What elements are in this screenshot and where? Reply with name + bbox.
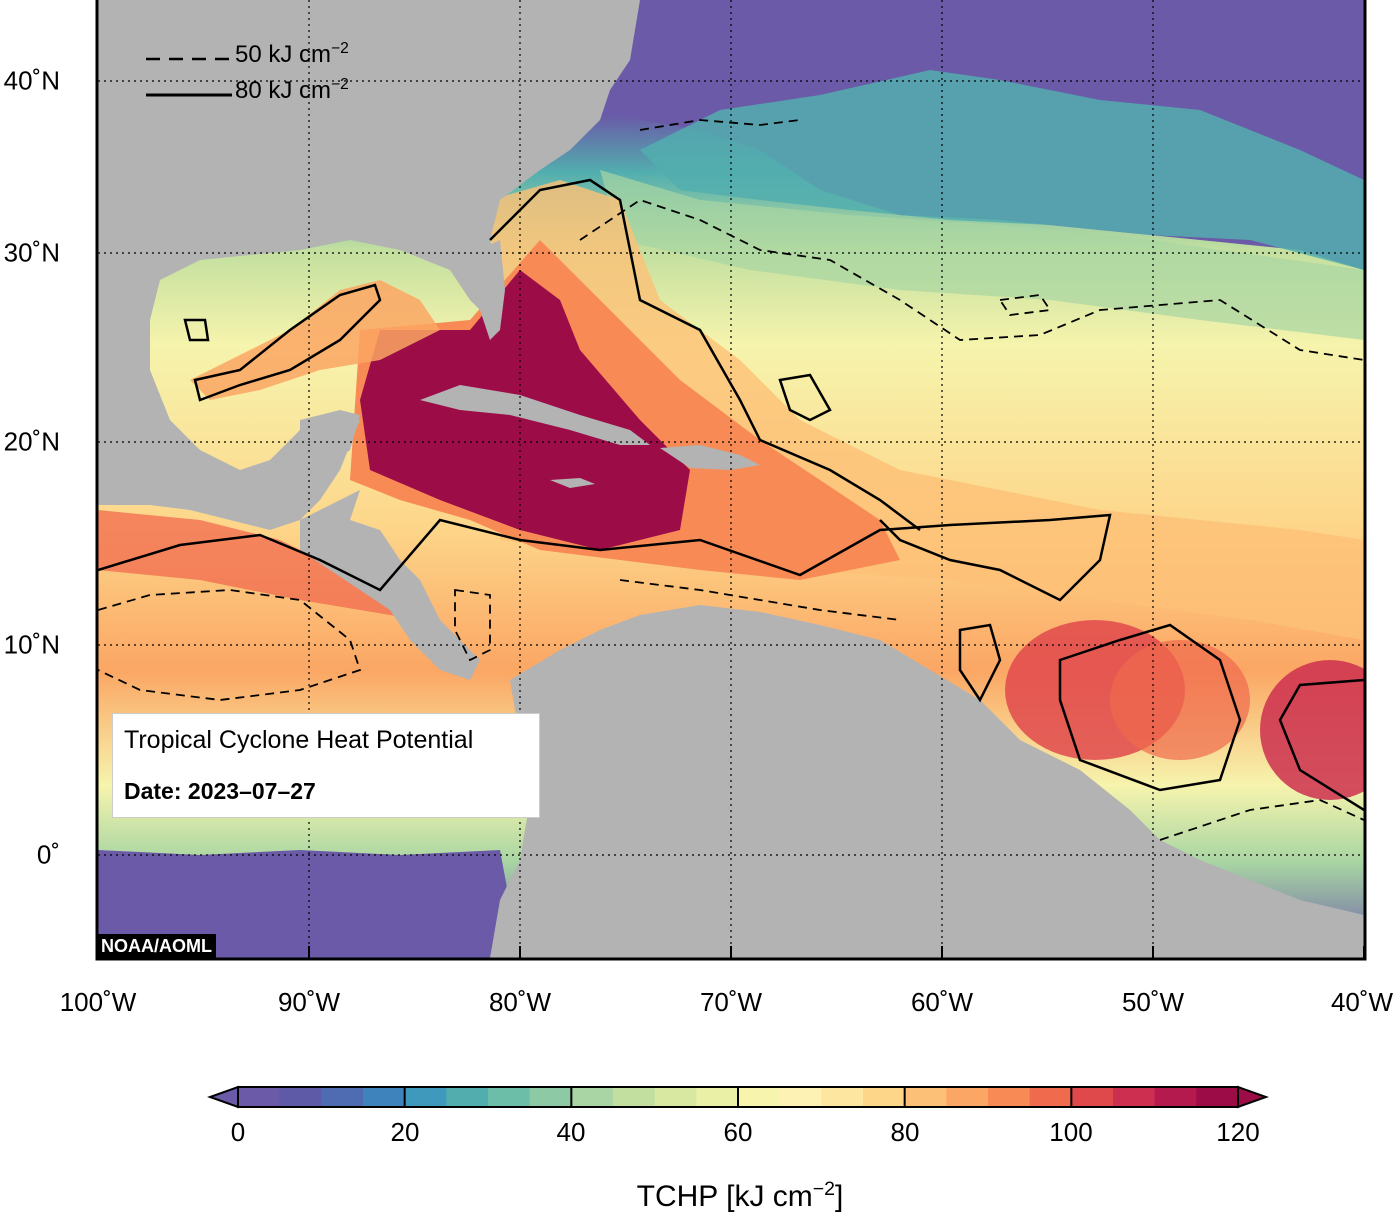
contour-80 — [98, 178, 1364, 812]
gulf-warm — [190, 280, 440, 400]
colorbar-min-arrow — [207, 1085, 239, 1109]
legend-dashed-exp: −2 — [331, 40, 349, 57]
info-box: Tropical Cyclone Heat Potential Date: 20… — [112, 713, 540, 818]
axis-ticks — [97, 946, 1365, 958]
lon-label-40w: 40˚W — [1330, 987, 1394, 1017]
colorbar-swatch — [613, 1087, 656, 1107]
land-florida — [480, 240, 505, 340]
colorbar-swatch — [904, 1087, 947, 1107]
colorbar-swatch — [446, 1087, 489, 1107]
colorbar-swatch — [738, 1087, 781, 1107]
lon-label-90w: 90˚W — [277, 987, 341, 1017]
lat-label-30n: 30˚N — [3, 237, 60, 268]
legend-solid-entry: 80 kJ cm−2 — [140, 76, 349, 106]
colorbar-title-end: ] — [835, 1180, 844, 1213]
colorbar-title-exp: −2 — [812, 1178, 836, 1200]
land-north-america — [98, 0, 640, 530]
legend-solid-exp: −2 — [331, 76, 349, 93]
colorbar-swatch — [1029, 1087, 1072, 1107]
colorbar-swatch — [946, 1087, 989, 1107]
colorbar-tick-40: 40 — [556, 1117, 586, 1147]
warm-pool-east-3 — [1110, 640, 1250, 760]
colorbar-max-arrow — [1237, 1085, 1269, 1109]
lat-label-20n: 20˚N — [3, 426, 60, 457]
cool-band — [640, 70, 1364, 270]
colorbar-swatch — [404, 1087, 447, 1107]
lat-label-40n: 40˚N — [3, 65, 60, 96]
colorbar-swatch — [1113, 1087, 1156, 1107]
colorbar-tick-0: 0 — [230, 1117, 246, 1147]
credit-label: NOAA/AOML — [97, 934, 216, 958]
colorbar-swatch — [988, 1087, 1031, 1107]
land-central-america — [300, 490, 480, 680]
legend-dashed-entry: 50 kJ cm−2 — [140, 40, 349, 70]
land-yucatan — [300, 410, 360, 470]
map-title: Tropical Cyclone Heat Potential — [124, 726, 474, 754]
lat-label-10n: 10˚N — [3, 629, 60, 660]
land-cuba — [420, 385, 650, 445]
legend-solid-label: 80 kJ cm — [235, 77, 332, 104]
colorbar-swatch — [363, 1087, 406, 1107]
land-jamaica — [550, 478, 595, 488]
colorbar-tick-60: 60 — [723, 1117, 753, 1147]
colorbar-swatch — [654, 1087, 697, 1107]
solid-line-icon — [146, 93, 232, 97]
colorbar-swatch — [1071, 1087, 1114, 1107]
colorbar-tick-80: 80 — [890, 1117, 920, 1147]
colorbar-swatch — [779, 1087, 822, 1107]
colorbar-title: TCHP [kJ cm−2] — [637, 1178, 844, 1214]
colorbar-swatch — [488, 1087, 531, 1107]
lon-label-100w: 100˚W — [59, 987, 137, 1017]
colorbar-tick-20: 20 — [390, 1117, 420, 1147]
colorbar — [207, 1085, 1269, 1109]
colorbar-swatch — [821, 1087, 864, 1107]
colorbar-swatch — [571, 1087, 614, 1107]
legend-dashed-label: 50 kJ cm — [235, 41, 332, 68]
colorbar-swatch — [1154, 1087, 1197, 1107]
colorbar-swatch — [863, 1087, 906, 1107]
colorbar-swatch — [1196, 1087, 1239, 1107]
land-hispaniola — [660, 445, 760, 470]
lon-label-50w: 50˚W — [1121, 987, 1185, 1017]
colorbar-swatch — [279, 1087, 322, 1107]
land-south-america — [490, 605, 1364, 958]
lon-label-80w: 80˚W — [488, 987, 552, 1017]
cold-water-south — [98, 850, 520, 958]
map-frame — [95, 0, 1367, 961]
colorbar-swatch — [238, 1087, 281, 1107]
colorbar-tick-100: 100 — [1049, 1117, 1093, 1147]
dashed-line-icon — [146, 57, 232, 60]
green-band — [600, 170, 1364, 340]
map-date: Date: 2023–07–27 — [124, 778, 316, 804]
pacific-warm — [98, 510, 420, 620]
colorbar-swatch — [529, 1087, 572, 1107]
lon-label-60w: 60˚W — [910, 987, 974, 1017]
warm-pool-east-2 — [1260, 660, 1364, 800]
colorbar-swatch — [321, 1087, 364, 1107]
lon-label-70w: 70˚W — [699, 987, 763, 1017]
lat-label-0: 0˚ — [36, 839, 60, 870]
colorbar-title-text: TCHP [kJ cm — [636, 1180, 813, 1213]
colorbar-swatch — [696, 1087, 739, 1107]
colorbar-tick-120: 120 — [1216, 1117, 1260, 1147]
contour-50 — [98, 119, 1364, 841]
